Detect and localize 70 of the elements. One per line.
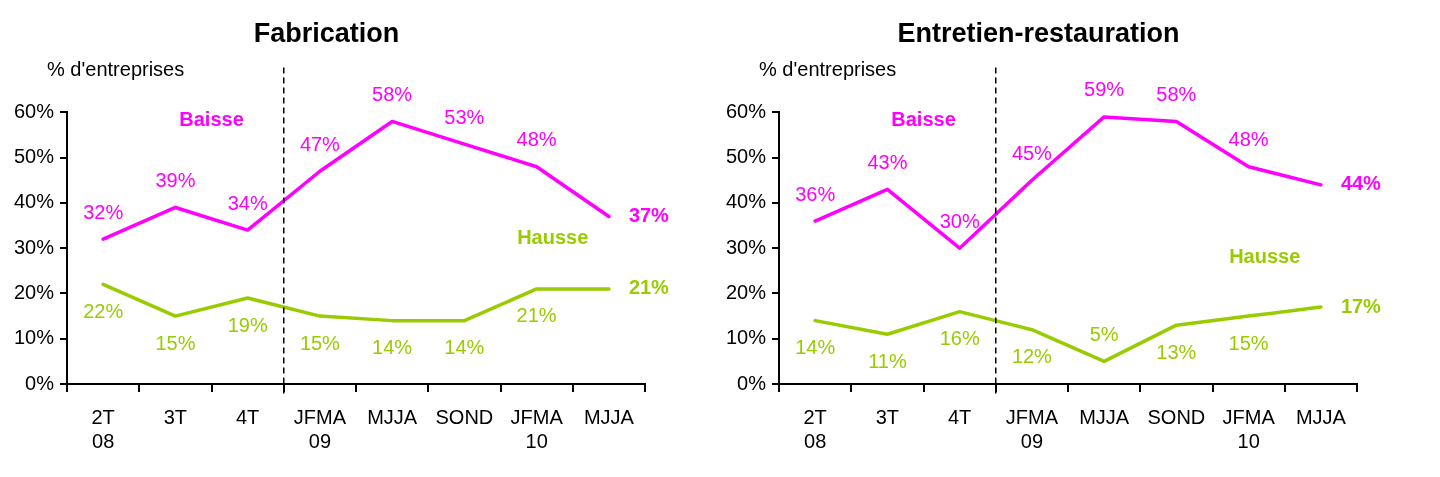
x-tick-label: MJJA <box>583 405 635 428</box>
x-tick-label: 4T <box>235 405 260 428</box>
data-label: 59% <box>1084 78 1125 101</box>
data-label: 37% <box>628 204 670 227</box>
y-axis-title: % d'entreprises <box>47 57 185 80</box>
data-label: 15% <box>299 331 341 354</box>
data-label: 22% <box>83 299 124 322</box>
data-label: 48% <box>516 128 557 151</box>
data-label: 14% <box>444 336 485 359</box>
x-tick-label: 4T <box>947 405 972 428</box>
data-label: 45% <box>1011 141 1053 164</box>
x-tick-label: SOND <box>435 405 494 428</box>
data-label: 19% <box>227 313 268 336</box>
y-tick-label: 10% <box>14 326 55 349</box>
text: Hausse <box>1229 244 1301 267</box>
chart-title: Fabrication <box>253 17 400 48</box>
y-tick-label: 10% <box>726 326 767 349</box>
y-tick-label: 0% <box>737 371 767 394</box>
data-label: 36% <box>795 182 836 205</box>
x-tick-label: MJJA <box>367 405 418 428</box>
y-tick-label: 0% <box>25 371 55 394</box>
data-label: 32% <box>83 200 124 223</box>
x-tick-label: 2T 08 <box>803 405 827 452</box>
data-label: 15% <box>1228 331 1269 354</box>
x-tick-label: MJJA <box>1295 405 1347 428</box>
data-label: 5% <box>1089 322 1119 345</box>
data-label: 58% <box>372 82 413 105</box>
data-label: 53% <box>444 105 485 128</box>
data-label: 47% <box>299 132 341 155</box>
text: Baisse <box>179 107 244 130</box>
x-tick-label: 2T 08 <box>91 405 115 452</box>
data-label: 39% <box>155 168 196 191</box>
data-label: 12% <box>1011 345 1053 368</box>
x-tick-label: JFMA 10 <box>510 405 564 452</box>
data-label: 58% <box>1156 82 1197 105</box>
y-tick-label: 40% <box>726 190 767 213</box>
data-label: 15% <box>155 331 196 354</box>
x-tick-label: SOND <box>1147 405 1206 428</box>
y-tick-label: 50% <box>726 145 767 168</box>
text: Baisse <box>891 107 956 130</box>
x-tick-label: JFMA 09 <box>1005 405 1059 452</box>
x-tick-label: 3T <box>163 405 188 428</box>
data-label: 11% <box>868 349 907 372</box>
data-label: 44% <box>1340 172 1382 195</box>
y-tick-label: 60% <box>726 99 767 122</box>
data-label: 17% <box>1340 294 1382 317</box>
text: Hausse <box>517 226 589 249</box>
y-tick-label: 30% <box>726 235 767 258</box>
data-label: 30% <box>939 209 980 232</box>
data-label: 21% <box>516 304 557 327</box>
y-tick-label: 20% <box>726 280 767 303</box>
x-tick-label: 3T <box>875 405 900 428</box>
data-label: 16% <box>939 327 980 350</box>
y-tick-label: 60% <box>14 99 55 122</box>
y-tick-label: 50% <box>14 145 55 168</box>
data-label: 13% <box>1156 340 1197 363</box>
y-tick-label: 30% <box>14 235 55 258</box>
y-tick-label: 20% <box>14 280 55 303</box>
chart-title: Entretien-restauration <box>897 17 1180 48</box>
data-label: 14% <box>795 336 836 359</box>
y-tick-label: 40% <box>14 190 55 213</box>
data-label: 14% <box>372 336 413 359</box>
y-axis-title: % d'entreprises <box>759 57 897 80</box>
x-tick-label: MJJA <box>1079 405 1130 428</box>
x-tick-label: JFMA 10 <box>1222 405 1276 452</box>
x-tick-label: JFMA 09 <box>293 405 347 452</box>
data-label: 21% <box>628 276 670 299</box>
data-label: 48% <box>1228 128 1269 151</box>
data-label: 43% <box>867 150 908 173</box>
data-label: 34% <box>227 191 268 214</box>
